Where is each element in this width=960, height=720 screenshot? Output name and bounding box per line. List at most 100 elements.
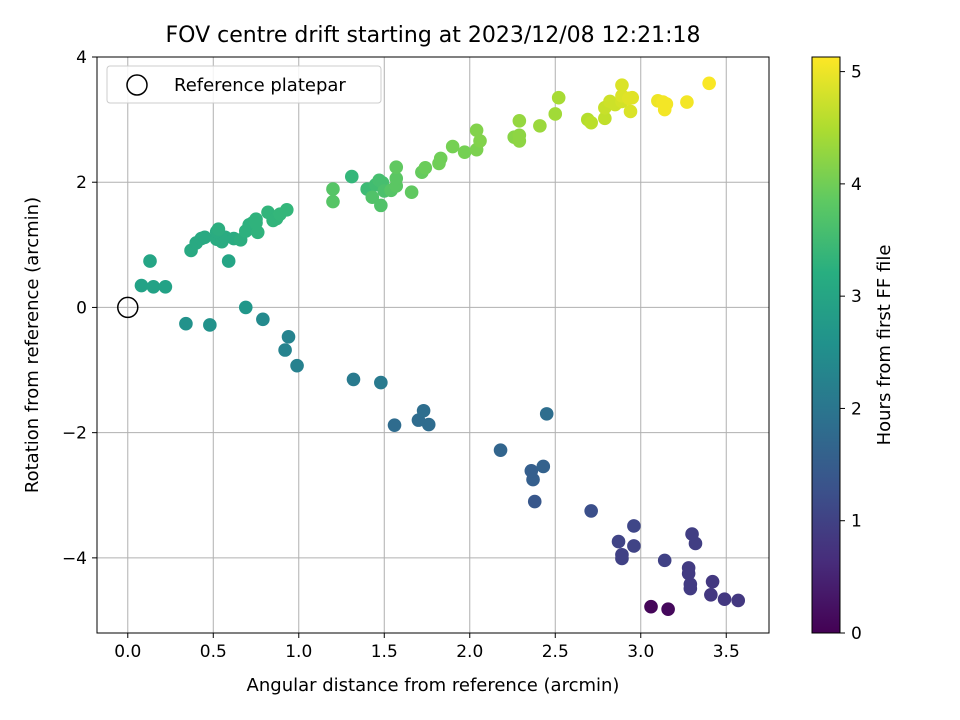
data-point	[536, 459, 551, 474]
data-point	[584, 115, 598, 130]
colorbar-tick-label: 4	[851, 175, 862, 195]
data-point	[418, 161, 433, 175]
data-point	[657, 553, 672, 568]
data-point	[134, 278, 149, 293]
colorbar-tick-label: 5	[851, 63, 862, 83]
colorbar-gradient	[811, 56, 841, 634]
data-point	[627, 519, 641, 533]
data-point	[539, 407, 554, 421]
data-point	[290, 358, 304, 373]
colorbar-tick-label: 3	[851, 287, 862, 307]
data-point	[680, 95, 694, 109]
data-point	[524, 464, 539, 478]
data-point	[278, 343, 292, 357]
x-tick-label: 0.0	[114, 642, 141, 662]
data-point	[512, 128, 527, 143]
data-point	[627, 539, 641, 553]
data-point	[584, 504, 598, 518]
colorbar: 0 1 2 3 4 5 Hours from first FF file	[811, 56, 895, 644]
data-point	[644, 599, 658, 614]
data-point	[683, 577, 698, 591]
data-point	[203, 318, 217, 332]
data-point	[705, 574, 720, 589]
data-point	[211, 222, 226, 236]
legend-box	[106, 65, 382, 104]
data-point	[623, 104, 638, 119]
x-tick-label: 2.5	[542, 642, 569, 662]
data-point	[493, 443, 508, 457]
legend-label-reference: Reference platepar	[174, 75, 346, 96]
data-point	[158, 279, 173, 294]
data-point	[551, 90, 566, 105]
data-point	[433, 151, 448, 166]
data-points	[117, 76, 746, 617]
data-point	[404, 185, 419, 200]
x-tick-label: 1.0	[285, 642, 312, 662]
x-tick-label: 0.5	[200, 642, 227, 662]
legend-marker-reference	[126, 74, 148, 96]
data-point	[365, 190, 380, 205]
data-point	[704, 588, 718, 602]
y-tick-label: 4	[76, 48, 87, 68]
data-point	[615, 78, 629, 92]
data-point	[249, 216, 263, 230]
y-tick-label: −4	[62, 549, 87, 569]
data-point	[611, 534, 626, 549]
data-point	[416, 403, 431, 418]
y-tick-label: −2	[62, 424, 87, 444]
data-point	[281, 330, 296, 344]
data-point	[374, 375, 388, 390]
data-point	[326, 182, 340, 196]
data-point	[389, 171, 404, 186]
data-point	[146, 279, 161, 294]
colorbar-label: Hours from first FF file	[874, 245, 895, 446]
chart-title: FOV centre drift starting at 2023/12/08 …	[166, 23, 701, 48]
data-point	[717, 592, 732, 606]
data-point	[445, 139, 460, 154]
data-point	[661, 602, 675, 617]
grid	[97, 56, 769, 633]
x-axis-label: Angular distance from reference (arcmin)	[247, 675, 620, 696]
colorbar-ticks: 0 1 2 3 4 5	[840, 63, 862, 644]
plot-frame	[96, 56, 770, 634]
data-point	[702, 76, 716, 91]
data-point	[659, 97, 674, 111]
x-tick-label: 2.0	[456, 642, 483, 662]
data-point	[197, 230, 212, 245]
colorbar-tick-label: 0	[851, 624, 862, 644]
data-point	[512, 114, 527, 128]
data-point	[685, 527, 699, 541]
data-point	[473, 134, 487, 148]
data-point	[681, 561, 696, 575]
colorbar-tick-label: 2	[851, 399, 862, 419]
x-tick-label: 3.5	[713, 642, 740, 662]
data-point	[548, 107, 563, 121]
data-point	[326, 194, 340, 209]
data-point	[143, 254, 157, 268]
data-point	[731, 593, 746, 608]
data-point	[533, 119, 547, 133]
data-point	[179, 316, 193, 331]
data-point	[469, 123, 484, 138]
reference-platepar-marker	[117, 296, 139, 319]
data-point	[457, 145, 472, 159]
data-point	[280, 202, 294, 217]
x-tick-label: 1.5	[371, 642, 398, 662]
data-point	[598, 111, 612, 126]
data-point	[256, 312, 270, 327]
data-point	[625, 90, 640, 105]
x-axis-ticks: 0.0 0.5 1.0 1.5 2.0 2.5 3.0 3.5	[114, 633, 740, 662]
legend: Reference platepar	[106, 65, 382, 104]
data-point	[389, 160, 404, 174]
colorbar-tick-label: 1	[851, 512, 862, 532]
data-point	[421, 417, 436, 432]
y-axis-ticks: −4 −2 0 2 4	[62, 48, 97, 569]
data-point	[615, 551, 629, 566]
plot-area: 0.0 0.5 1.0 1.5 2.0 2.5 3.0 3.5 −4 −2 0 2 4	[62, 48, 770, 662]
data-point	[221, 254, 236, 268]
y-tick-label: 0	[76, 298, 87, 318]
data-point	[374, 198, 388, 213]
data-point	[346, 372, 361, 387]
y-axis-label: Rotation from reference (arcmin)	[22, 197, 43, 493]
